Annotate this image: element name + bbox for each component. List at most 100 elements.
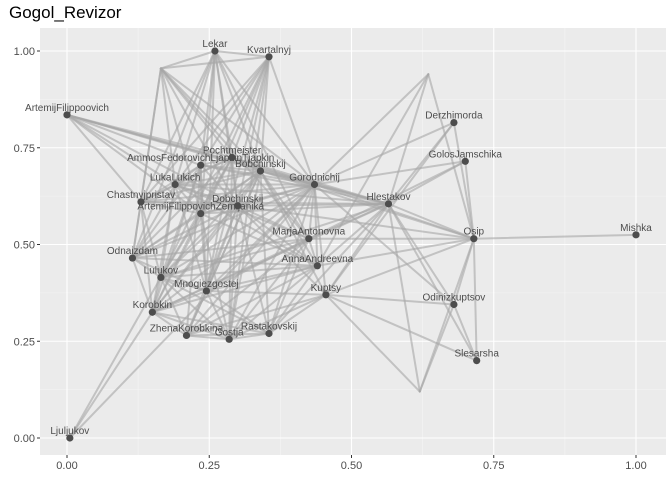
edge-Bobchinskij-Gostja bbox=[228, 169, 262, 341]
edge-Rastakovskij-Kuptsy bbox=[267, 293, 327, 335]
node-ArtemijFilippoovich bbox=[63, 111, 71, 119]
edge-Odnaizdam-Lulukov bbox=[131, 257, 162, 279]
x-axis: 0.00 0.25 0.50 0.75 1.00 bbox=[56, 455, 647, 472]
edge-Gorodnichij-Kuptsy bbox=[313, 183, 327, 296]
edge-Derzhimorda-Osip bbox=[452, 121, 475, 240]
edge-ArtemijFilippoovich-Dobchinskij bbox=[66, 113, 239, 207]
edge-AnnaAndreevna-ZhenaKorobkina bbox=[185, 264, 319, 337]
node-Pochtmeister bbox=[228, 153, 236, 162]
x-tick-label: 1.00 bbox=[625, 460, 646, 472]
node-label-GolosJamschika: GolosJamschika bbox=[429, 149, 503, 160]
edge-Pochtmeister-Gostja bbox=[228, 156, 234, 341]
edge-n32-Osip bbox=[418, 237, 475, 393]
edge-AnnaAndreevna-Mnogiezgostej bbox=[205, 264, 319, 292]
node-Mnogiezgostej bbox=[202, 287, 211, 295]
edge-n30-LukaLukich bbox=[159, 67, 177, 186]
x-tick-label: 0.00 bbox=[56, 460, 77, 472]
edge-Osip-Dobchinskij bbox=[236, 204, 475, 240]
node-Lulukov bbox=[157, 273, 165, 281]
edge-Odnaizdam-Mnogiezgostej bbox=[131, 257, 208, 292]
edge-GolosJamschika-MarjaAntonovna bbox=[307, 160, 467, 240]
node-Chastnyjpristav bbox=[137, 198, 145, 206]
edge-Lekar-Chastnyjpristav bbox=[139, 50, 216, 203]
node-label-ArtemijFilippoovich: ArtemijFilippoovich bbox=[25, 103, 109, 114]
edge-Hlestakov-n32 bbox=[387, 202, 421, 393]
node-Mishka bbox=[632, 231, 640, 239]
edge-Kvartalnyj-Gorodnichij bbox=[267, 55, 316, 186]
edge-Mishka-Osip bbox=[472, 233, 637, 240]
edge-Hlestakov-Chastnyjpristav bbox=[139, 200, 390, 205]
edge-Gostja-Rastakovskij bbox=[228, 332, 270, 341]
node-Korobkin bbox=[148, 308, 156, 316]
edge-Mnogiezgostej-Kuptsy bbox=[205, 289, 327, 296]
edge-AmmosFedorovichLjapkinTjapkin-Odnaizdam bbox=[131, 164, 202, 260]
edge-Lekar-n30 bbox=[159, 50, 216, 70]
edge-Gorodnichij-Odinizkuptsov bbox=[313, 183, 455, 306]
edge-Kuptsy-Odinizkuptsov bbox=[324, 293, 455, 306]
node-Gorodnichij bbox=[310, 180, 319, 189]
node-label-Chastnyjpristav: Chastnyjpristav bbox=[107, 190, 175, 201]
y-tick-label: 0.00 bbox=[14, 433, 35, 445]
edge-Kvartalnyj-AmmosFedorovichLjapkinTjapkin bbox=[199, 55, 270, 167]
edge-AnnaAndreevna-Gostja bbox=[228, 264, 319, 341]
edge-n31-Osip bbox=[427, 73, 475, 240]
node-label-Odinizkuptsov: Odinizkuptsov bbox=[423, 292, 486, 303]
node-label-Kvartalnyj: Kvartalnyj bbox=[247, 45, 291, 56]
node-label-Mnogiezgostej: Mnogiezgostej bbox=[174, 279, 238, 290]
node-label-AnnaAndreevna: AnnaAndreevna bbox=[281, 254, 353, 265]
edge-MarjaAntonovna-Mnogiezgostej bbox=[205, 237, 310, 292]
edge-Gorodnichij-Pochtmeister bbox=[231, 156, 316, 186]
node-Hlestakov bbox=[384, 200, 393, 208]
node-label-Mishka: Mishka bbox=[620, 223, 652, 234]
node-label-Slesarsha: Slesarsha bbox=[454, 349, 499, 360]
edge-AnnaAndreevna-Korobkin bbox=[151, 264, 319, 314]
edge-Lekar-Bobchinskij bbox=[213, 50, 262, 172]
node-label-Lekar: Lekar bbox=[202, 39, 228, 50]
edge-Chastnyjpristav-Odnaizdam bbox=[131, 200, 142, 260]
y-axis: 0.00 0.25 0.50 0.75 1.00 bbox=[14, 46, 40, 445]
edge-ArtemijFilippoovich-LukaLukich bbox=[66, 113, 177, 186]
edge-ArtemijFilippovichZemljanika-Odnaizdam bbox=[131, 212, 202, 260]
edge-Derzhimorda-Gorodnichij bbox=[313, 121, 455, 186]
edge-Lulukov-ZhenaKorobkina bbox=[159, 276, 188, 337]
edge-Dobchinskij-LukaLukich bbox=[174, 183, 239, 207]
node-LukaLukich bbox=[171, 180, 179, 189]
edge-Pochtmeister-Chastnyjpristav bbox=[139, 156, 234, 203]
edge-n31-Hlestakov bbox=[387, 73, 430, 205]
edge-n31-Gorodnichij bbox=[313, 73, 430, 186]
node-ZhenaKorobkina bbox=[182, 331, 191, 340]
node-label-Ljuljukov: Ljuljukov bbox=[50, 426, 89, 437]
edge-Kvartalnyj-Pochtmeister bbox=[231, 55, 270, 159]
edge-Kvartalnyj-Bobchinskij bbox=[259, 55, 270, 172]
edge-Bobchinskij-Mnogiezgostej bbox=[205, 169, 262, 292]
x-tick-label: 0.50 bbox=[341, 460, 362, 472]
edge-ArtemijFilippoovich-Pochtmeister bbox=[66, 113, 234, 159]
edge-Lulukov-Rastakovskij bbox=[159, 276, 270, 335]
edge-Korobkin-Ljuljukov bbox=[68, 311, 154, 439]
node-label-ZhenaKorobkina: ZhenaKorobkina bbox=[150, 323, 224, 334]
node-AnnaAndreevna bbox=[313, 262, 321, 270]
edge-MarjaAntonovna-Gostja bbox=[228, 237, 310, 341]
edge-n30-Dobchinskij bbox=[159, 67, 239, 207]
node-Odnaizdam bbox=[128, 254, 137, 262]
edge-Hlestakov-Kuptsy bbox=[324, 202, 390, 296]
node-label-AmmosFedorovichLjapkinTjapkin: AmmosFedorovichLjapkinTjapkin bbox=[127, 153, 274, 164]
edge-Kvartalnyj-Chastnyjpristav bbox=[139, 55, 270, 203]
edge-n30-Gorodnichij bbox=[159, 67, 316, 186]
node-GolosJamschika bbox=[461, 157, 469, 165]
edge-Dobchinskij-Kuptsy bbox=[236, 204, 327, 296]
node-label-Lulukov: Lulukov bbox=[144, 265, 178, 276]
edge-Gorodnichij-Ljuljukov bbox=[68, 183, 316, 439]
node-Kuptsy bbox=[322, 291, 330, 299]
edge-Gorodnichij-Gostja bbox=[228, 183, 316, 341]
edge-MarjaAntonovna-Bobchinskij bbox=[259, 169, 310, 240]
edge-Osip-Slesarsha bbox=[472, 237, 478, 362]
node-label-MarjaAntonovna: MarjaAntonovna bbox=[272, 227, 345, 238]
edge-n31-AnnaAndreevna bbox=[316, 73, 430, 267]
edge-Kuptsy-n32 bbox=[324, 293, 421, 393]
edge-Gostja-Mnogiezgostej bbox=[205, 289, 231, 341]
node-Rastakovskij bbox=[265, 329, 273, 338]
edge-AmmosFedorovichLjapkinTjapkin-Chastnyjpristav bbox=[139, 164, 202, 203]
node-Bobchinskij bbox=[256, 167, 265, 175]
